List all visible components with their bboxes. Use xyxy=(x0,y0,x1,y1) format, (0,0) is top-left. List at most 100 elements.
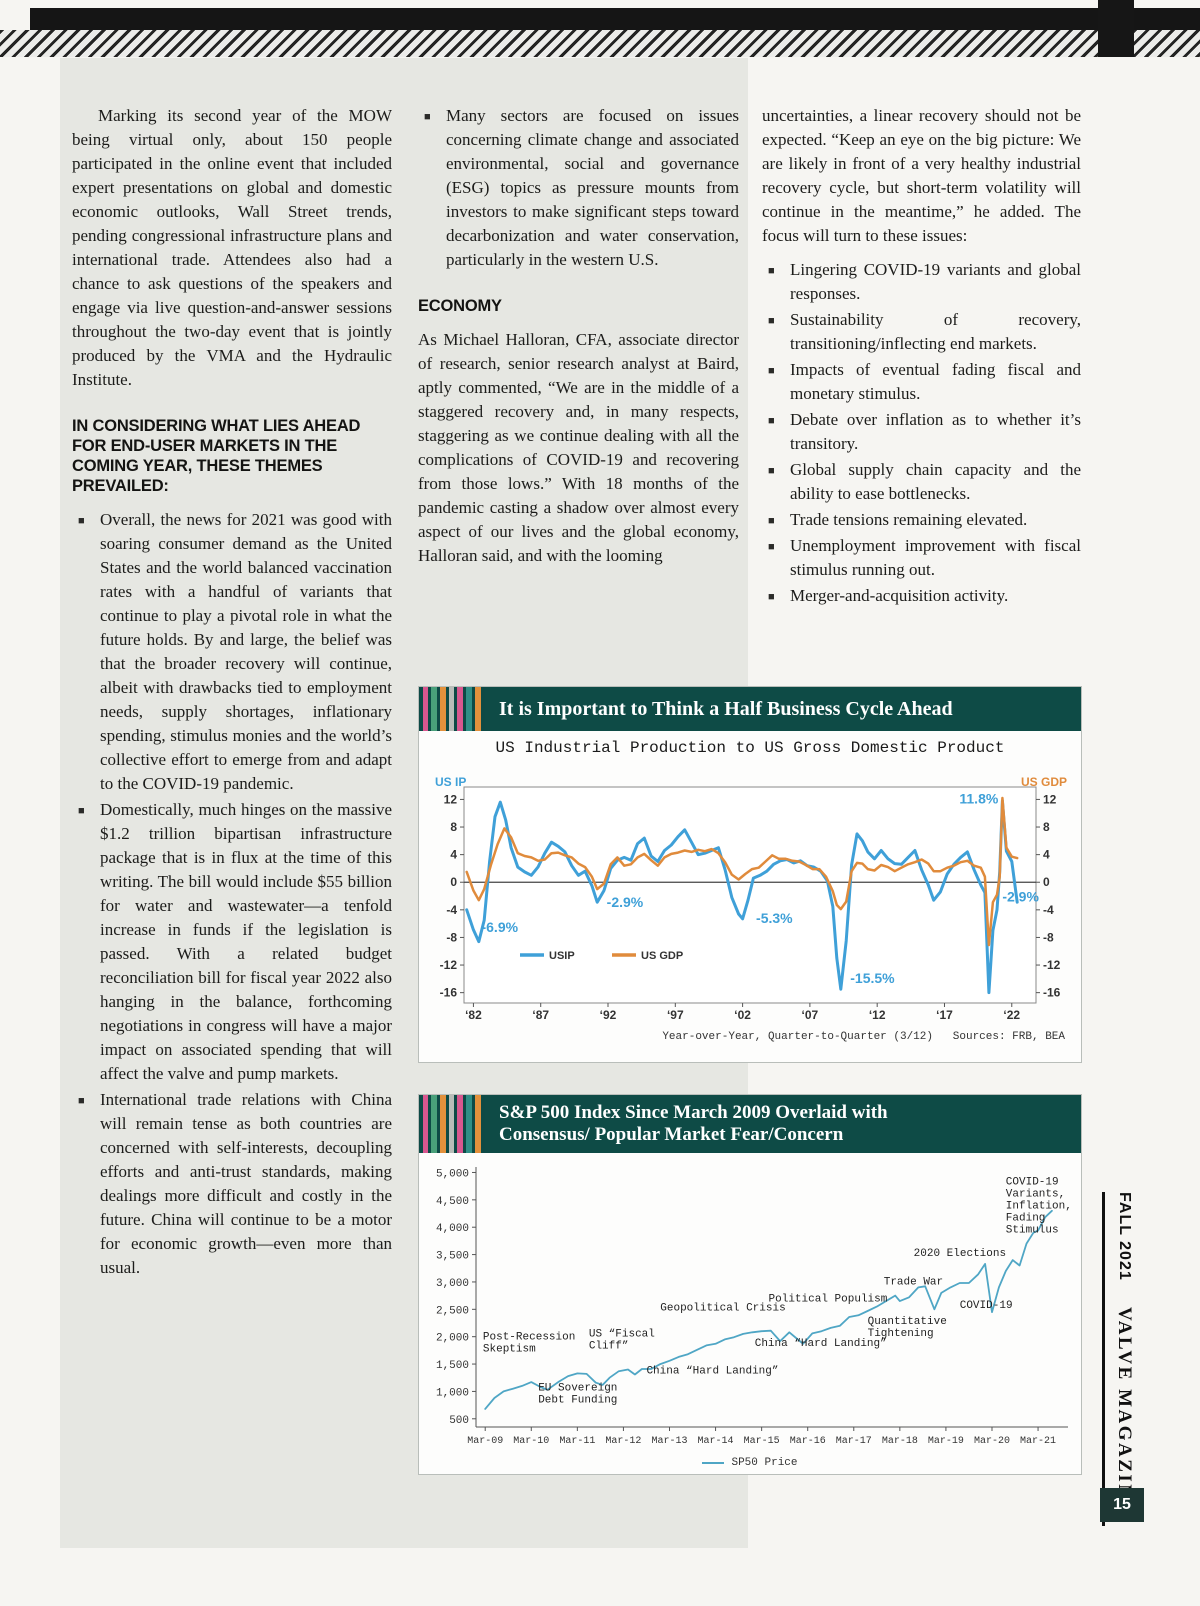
intro-paragraph: Marking its second year of the MOW being… xyxy=(72,106,392,389)
bullet-square-icon: ■ xyxy=(768,465,775,477)
column-3: uncertainties, a linear recovery should … xyxy=(762,104,1081,610)
bullet-square-icon: ■ xyxy=(78,1095,85,1107)
sp500-line-swatch-icon xyxy=(702,1462,725,1464)
svg-text:8: 8 xyxy=(450,820,457,834)
list-item-text: Many sectors are focused on issues conce… xyxy=(446,106,739,269)
svg-text:US GDP: US GDP xyxy=(641,950,683,962)
chart1-source-caption: Year-over-Year, Quarter-to-Quarter (3/12… xyxy=(662,1031,1065,1043)
list-item-text: Overall, the news for 2021 was good with… xyxy=(100,510,392,793)
chart1-title: It is Important to Think a Half Business… xyxy=(499,697,953,720)
list-item: ■ Impacts of eventual fading fiscal and m… xyxy=(762,358,1081,406)
svg-text:0: 0 xyxy=(1043,875,1050,889)
svg-text:-8: -8 xyxy=(446,930,457,944)
svg-text:11.8%: 11.8% xyxy=(959,791,998,807)
bullet-square-icon: ■ xyxy=(768,415,775,427)
svg-text:Political Populism: Political Populism xyxy=(769,1294,888,1306)
svg-text:-16: -16 xyxy=(1043,986,1061,1000)
svg-text:-8: -8 xyxy=(1043,930,1054,944)
svg-text:-2.9%: -2.9% xyxy=(1002,889,1039,905)
bullet-square-icon: ■ xyxy=(768,315,775,327)
svg-text:COVID-19: COVID-19 xyxy=(960,1300,1013,1312)
us-ip-vs-gdp-line-chart: 12 12 8 8 4 4 0 0 -4 -4 -8 -8 -12 -12 -16 -16 ‘82 ‘87 ‘92 ‘… xyxy=(440,786,1061,1022)
svg-text:Mar-18: Mar-18 xyxy=(882,1436,918,1447)
chart2-title-line1: S&P 500 Index Since March 2009 Overlaid … xyxy=(499,1102,888,1123)
svg-text:Mar-10: Mar-10 xyxy=(513,1436,549,1447)
svg-text:Mar-21: Mar-21 xyxy=(1020,1436,1056,1447)
list-item-text: Global supply chain capacity and the abi… xyxy=(790,460,1081,503)
svg-text:4,000: 4,000 xyxy=(436,1223,469,1235)
svg-text:2,500: 2,500 xyxy=(436,1305,469,1317)
column-1: Marking its second year of the MOW being… xyxy=(72,104,392,1282)
svg-text:‘02: ‘02 xyxy=(734,1008,751,1022)
bullet-square-icon: ■ xyxy=(768,515,775,527)
list-item: ■ Merger-and-acquisition activity. xyxy=(762,584,1081,608)
svg-text:Mar-16: Mar-16 xyxy=(790,1436,826,1447)
svg-text:-4: -4 xyxy=(1043,903,1054,917)
bullet-square-icon: ■ xyxy=(768,265,775,277)
bullet-square-icon: ■ xyxy=(768,591,775,603)
svg-text:China “Hard Landing”: China “Hard Landing” xyxy=(646,1365,778,1377)
chart1-title-bar: It is Important to Think a Half Business… xyxy=(419,687,1081,731)
svg-text:‘07: ‘07 xyxy=(802,1008,819,1022)
list-item: ■ International trade relations with Chin… xyxy=(72,1088,392,1280)
economy-paragraph: As Michael Halloran, CFA, associate dire… xyxy=(418,330,739,565)
list-item: ■ Trade tensions remaining elevated. xyxy=(762,508,1081,532)
svg-text:-12: -12 xyxy=(440,958,458,972)
themes-heading: IN CONSIDERING WHAT LIES AHEAD FOR END-U… xyxy=(72,417,361,495)
svg-text:8: 8 xyxy=(1043,820,1050,834)
list-item-text: Unemployment improvement with fiscal sti… xyxy=(790,536,1081,579)
focus-issues-list: ■ Lingering COVID-19 variants and global … xyxy=(762,258,1081,608)
page-number-text: 15 xyxy=(1113,1496,1131,1513)
svg-text:‘82: ‘82 xyxy=(465,1008,482,1022)
top-black-bar xyxy=(30,8,1200,30)
issue-label: FALL 2021 xyxy=(1116,1192,1133,1281)
svg-text:4,500: 4,500 xyxy=(436,1196,469,1208)
chart1-subtitle: US Industrial Production to US Gross Dom… xyxy=(495,739,1005,757)
list-item: ■ Sustainability of recovery, transitioni… xyxy=(762,308,1081,356)
svg-text:‘12: ‘12 xyxy=(869,1008,886,1022)
list-item: ■ Domestically, much hinges on the massiv… xyxy=(72,798,392,1086)
chart2-legend: SP50 Price xyxy=(419,1457,1081,1469)
decorative-stripes-icon xyxy=(419,687,485,731)
svg-text:4: 4 xyxy=(1043,848,1050,862)
svg-text:-5.3%: -5.3% xyxy=(756,910,793,926)
svg-text:3,000: 3,000 xyxy=(436,1278,469,1290)
svg-text:‘87: ‘87 xyxy=(532,1008,549,1022)
svg-text:3,500: 3,500 xyxy=(436,1251,469,1263)
svg-text:China “Hard Landing”: China “Hard Landing” xyxy=(755,1338,887,1350)
svg-text:2,000: 2,000 xyxy=(436,1333,469,1345)
column-2: ■ Many sectors are focused on issues conc… xyxy=(418,104,739,568)
chart1-area: US Industrial Production to US Gross Dom… xyxy=(419,739,1081,1049)
svg-text:Mar-09: Mar-09 xyxy=(467,1436,503,1447)
svg-text:2020 Elections: 2020 Elections xyxy=(914,1248,1006,1260)
list-item-text: Sustainability of recovery, transitionin… xyxy=(790,310,1081,353)
svg-text:Mar-20: Mar-20 xyxy=(974,1436,1010,1447)
svg-text:5,000: 5,000 xyxy=(436,1168,469,1180)
svg-text:4: 4 xyxy=(450,848,457,862)
bullet-square-icon: ■ xyxy=(424,111,431,123)
svg-text:Mar-14: Mar-14 xyxy=(698,1436,734,1447)
svg-text:Trade War: Trade War xyxy=(884,1277,943,1289)
list-item-text: Trade tensions remaining elevated. xyxy=(790,510,1028,529)
bullet-square-icon: ■ xyxy=(78,805,85,817)
svg-text:Mar-15: Mar-15 xyxy=(744,1436,780,1447)
list-item: ■ Overall, the news for 2021 was good wit… xyxy=(72,508,392,796)
hatch-band xyxy=(0,30,1200,57)
left-axis-series-label: US IP xyxy=(435,775,467,789)
svg-text:Geopolitical Crisis: Geopolitical Crisis xyxy=(660,1302,785,1314)
chart2-legend-label: SP50 Price xyxy=(731,1457,798,1469)
svg-text:12: 12 xyxy=(1043,792,1057,806)
list-item-text: Lingering COVID-19 variants and global r… xyxy=(790,260,1081,303)
economy-paragraph-continued: uncertainties, a linear recovery should … xyxy=(762,106,1081,245)
list-item-text: Merger-and-acquisition activity. xyxy=(790,586,1009,605)
svg-text:500: 500 xyxy=(449,1415,469,1427)
list-item-text: Debate over inflation as to whether it’s… xyxy=(790,410,1081,453)
chart2-area: 5,000 4,500 4,000 3,500 3,000 2,500 2,000 1,500… xyxy=(419,1159,1081,1469)
sp500-chart-panel: S&P 500 Index Since March 2009 Overlaid … xyxy=(418,1094,1082,1475)
